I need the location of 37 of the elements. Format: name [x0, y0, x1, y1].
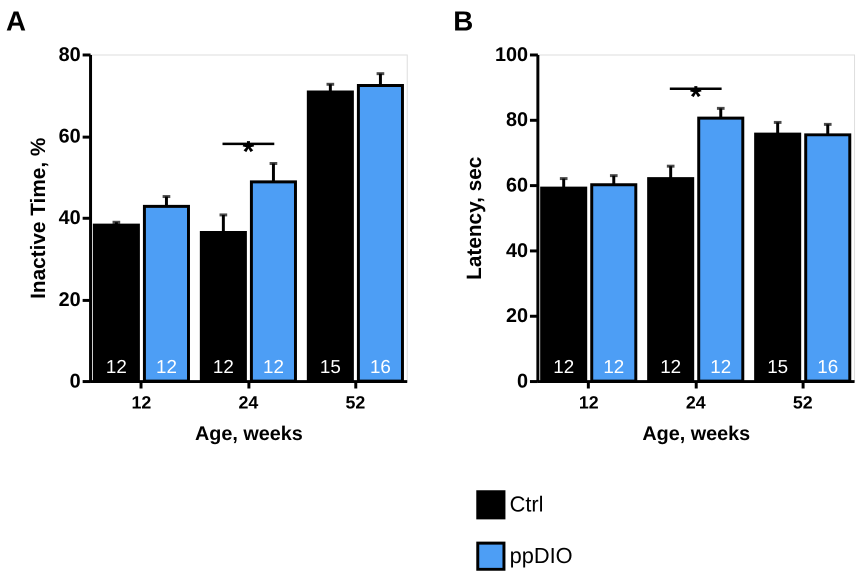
x-axis-title: Age, weeks: [195, 422, 303, 445]
x-tick-label: 52: [792, 392, 813, 412]
y-axis-title: Inactive Time, %: [26, 138, 50, 299]
annotation: 12: [553, 356, 574, 378]
y-tick-label: 20: [506, 305, 528, 328]
y-tick-label: 40: [58, 207, 81, 230]
y-tick-label: 0: [70, 370, 81, 392]
x-tick-label: 12: [132, 392, 152, 412]
annotation: 12: [262, 356, 284, 378]
annotation: 12: [156, 356, 177, 378]
y-tick-label: 80: [58, 44, 81, 66]
annotation: 15: [320, 356, 341, 378]
y-tick-label: 100: [494, 44, 528, 66]
annotation: 15: [767, 356, 788, 378]
x-tick-label: 24: [238, 392, 258, 412]
y-tick-label: 20: [58, 288, 81, 311]
chart-title: B: [453, 6, 474, 37]
annotation: 16: [817, 356, 838, 378]
x-tick-label: 24: [686, 392, 706, 412]
y-tick-label: 60: [506, 174, 528, 197]
annotation: 12: [710, 356, 732, 378]
x-tick-label: 52: [345, 392, 366, 412]
legend-label: Ctrl: [510, 492, 544, 517]
y-axis-title: Latency, sec: [463, 156, 486, 280]
x-tick-label: 12: [578, 392, 599, 412]
y-tick-label: 40: [506, 240, 528, 262]
annotation: 16: [370, 356, 391, 378]
legend-label: ppDIO: [510, 543, 573, 568]
y-tick-label: 80: [506, 109, 528, 132]
annotation: 12: [106, 356, 127, 378]
y-tick-label: 0: [516, 370, 528, 392]
chart-title: A: [6, 6, 26, 37]
x-axis-title: Age, weeks: [642, 422, 750, 445]
annotation: 12: [660, 356, 682, 378]
y-tick-label: 60: [58, 126, 81, 148]
annotation: 12: [603, 356, 624, 378]
annotation: 12: [212, 356, 234, 378]
